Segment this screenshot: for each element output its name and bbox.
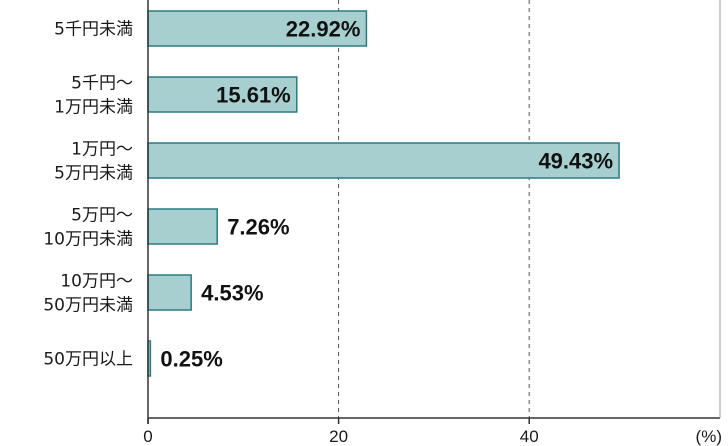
category-label-1-1: 1万円未満	[54, 98, 133, 118]
x-axis-unit-label: (%)	[696, 427, 722, 446]
data-label-5: 0.25%	[160, 347, 222, 372]
data-label-0: 22.92%	[286, 17, 361, 42]
bar-3	[147, 208, 218, 245]
bars	[147, 10, 620, 377]
category-label-5-0: 50万円以上	[43, 350, 133, 370]
data-labels: 22.92% 15.61% 49.43% 7.26% 4.53% 0.25%	[160, 17, 613, 372]
data-label-2: 49.43%	[538, 149, 613, 174]
category-label-3-0: 5万円～	[71, 206, 133, 226]
grid-lines	[338, 0, 530, 418]
data-label-3: 7.26%	[227, 215, 289, 240]
x-tick-label-40: 40	[520, 427, 539, 446]
axes	[147, 0, 721, 424]
category-label-4-1: 50万円未満	[43, 296, 133, 316]
category-label-0-0: 5千円未満	[54, 20, 133, 40]
bar-1	[147, 76, 298, 113]
data-label-1: 15.61%	[216, 83, 291, 108]
category-labels: 5千円未満 5千円～ 1万円未満 1万円～ 5万円未満 5万円～ 10万円未満 10万円～ 50…	[43, 20, 133, 370]
bar-0	[147, 10, 368, 47]
x-tick-label-0: 0	[143, 427, 152, 446]
data-label-4: 4.53%	[201, 281, 263, 306]
category-label-1-0: 5千円～	[71, 74, 133, 94]
x-tick-label-20: 20	[329, 427, 348, 446]
bar-4	[147, 274, 192, 311]
category-label-2-1: 5万円未満	[54, 164, 133, 184]
category-label-4-0: 10万円～	[60, 272, 133, 292]
category-label-3-1: 10万円未満	[43, 230, 133, 250]
category-label-2-0: 1万円～	[71, 140, 133, 160]
tick-labels: 0 20 40	[143, 427, 538, 446]
